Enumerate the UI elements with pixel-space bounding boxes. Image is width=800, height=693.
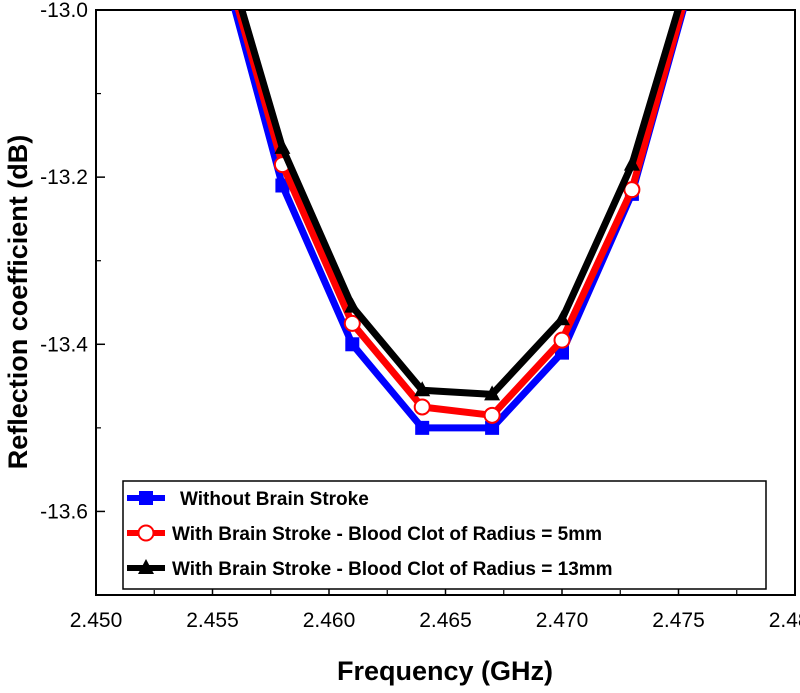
x-tick-label: 2.455 [186,609,239,632]
series-line-3 [238,10,682,398]
data-point-series-1 [555,345,569,360]
legend-marker-3 [138,559,154,574]
legend-label-2: With Brain Stroke - Blood Clot of Radius… [172,524,602,545]
data-point-series-3 [274,138,291,154]
legend-marker-1 [139,491,153,505]
x-tick-label: 2.470 [536,609,589,632]
data-point-series-2 [553,331,571,349]
data-point-series-1 [345,337,360,352]
y-tick-label: -13.6 [40,500,88,523]
y-tick-label: -13.0 [40,0,88,22]
series-line-2 [234,10,686,419]
data-point-series-1 [275,178,290,193]
data-point-series-3 [554,310,570,326]
data-point-series-2 [343,314,361,332]
data-point-series-1 [415,420,430,435]
data-point-series-2 [413,398,431,416]
series-group [231,10,687,435]
series-line-1 [231,10,687,432]
legend: Without Brain Stroke With Brain Stroke - … [122,480,767,590]
data-point-series-3 [414,381,431,397]
x-axis-title: Frequency (GHz) [337,656,553,686]
legend-items: Without Brain Stroke With Brain Stroke - … [127,489,613,580]
legend-marker-2 [137,524,155,542]
x-tick-label: 2.475 [652,609,705,632]
legend-box [122,480,767,590]
data-point-series-2 [483,406,501,424]
data-point-series-1 [485,420,500,435]
x-tick-label: 2.465 [419,609,472,632]
y-tick-label: -13.2 [40,166,88,189]
x-tick-label: 2.450 [70,609,123,632]
y-tick-label: -13.4 [40,333,88,356]
data-point-series-3 [623,155,640,171]
legend-label-1: Without Brain Stroke [180,489,369,510]
data-point-series-3 [484,385,501,401]
x-tick-label: 2.480 [769,609,800,632]
data-point-series-3 [344,297,361,313]
axis-ticks: 2.450 2.455 2.460 2.465 2.470 2.475 2.480 -13.0… [40,0,800,632]
y-axis-title: Reflection coefficient (dB) [3,135,33,470]
x-tick-label: 2.460 [303,609,356,632]
legend-label-3: With Brain Stroke - Blood Clot of Radius… [172,559,613,580]
